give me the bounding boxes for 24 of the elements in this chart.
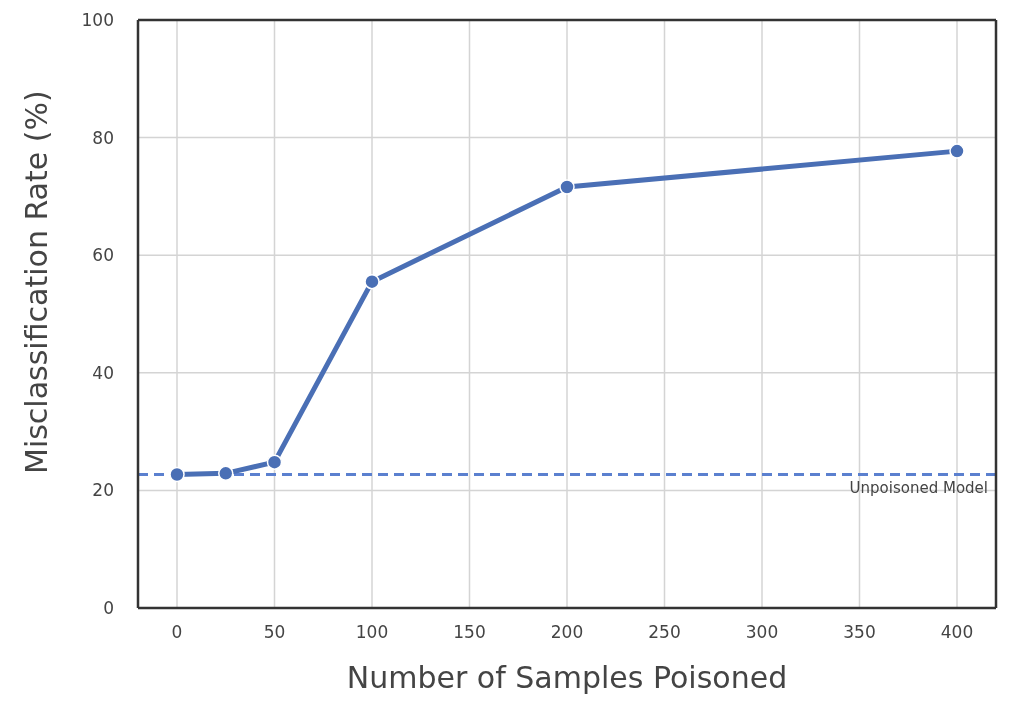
ref-line-label: Unpoisoned Model	[849, 479, 988, 498]
x-axis-title: Number of Samples Poisoned	[346, 660, 788, 695]
y-tick-label: 0	[103, 598, 114, 619]
x-tick-label: 300	[745, 622, 779, 643]
point	[364, 273, 380, 290]
x-tick-label: 200	[550, 622, 584, 643]
point	[559, 179, 575, 195]
y-tick-label: 100	[81, 10, 114, 31]
point	[169, 466, 185, 483]
point	[949, 143, 965, 159]
point	[266, 454, 283, 470]
x-tick-label: 50	[263, 622, 286, 643]
x-tick-label: 250	[648, 622, 681, 643]
y-tick-label: 80	[92, 127, 114, 148]
x-tick-label: 400	[940, 622, 974, 643]
point	[218, 465, 234, 482]
y-tick-label: 60	[92, 245, 114, 266]
y-tick-label: 40	[92, 362, 114, 383]
y-tick-label: 20	[92, 480, 114, 501]
x-tick-label: 350	[843, 622, 876, 643]
x-tick-label: 150	[453, 622, 486, 643]
y-axis-title: Misclassification Rate (%)	[18, 90, 54, 474]
x-tick-label: 100	[355, 622, 389, 643]
x-tick-label: 0	[171, 622, 183, 643]
